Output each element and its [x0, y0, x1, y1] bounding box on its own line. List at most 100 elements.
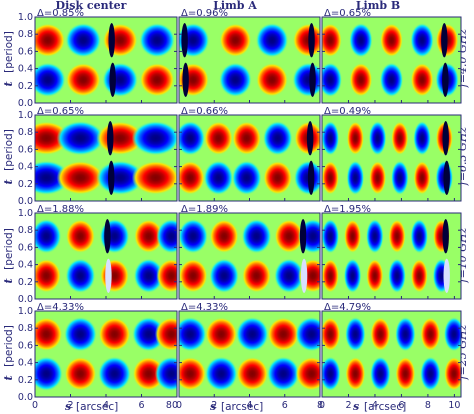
- y-axis-unit: [period]: [3, 31, 15, 73]
- y-tick-label: 0.0: [18, 392, 33, 403]
- x-tick-label: 2: [211, 400, 217, 411]
- heatmap-blob: [410, 219, 429, 254]
- delta-label: Δ=0.65%: [324, 8, 371, 19]
- heatmap-blob: [366, 219, 384, 254]
- y-tick-label: 0.0: [18, 196, 33, 207]
- heatmap-blob: [410, 258, 429, 293]
- x-axis-unit: [arcsec]: [221, 401, 263, 413]
- heatmap-blob: [343, 219, 362, 254]
- y-tick-label: 0.2: [18, 179, 33, 190]
- heatmap-blob: [35, 258, 62, 293]
- heatmap-blob: [205, 356, 238, 391]
- heatmap-streak: [441, 23, 448, 58]
- panel-limb-b-row-3: Δ=1.95%: [321, 204, 462, 300]
- panel-frame: [321, 310, 462, 398]
- x-tick-label: 6: [282, 400, 288, 411]
- delta-label: Δ=0.66%: [181, 106, 228, 117]
- heatmap-blob: [379, 23, 404, 58]
- x-tick-label: 6: [138, 400, 144, 411]
- heatmap-blob: [132, 317, 166, 352]
- y-tick-label: 1.0: [18, 208, 33, 219]
- x-axis-label-col-1: s [arcsec]: [65, 400, 118, 413]
- x-axis-unit: [arcsec]: [364, 401, 406, 413]
- heatmap-streak: [307, 160, 315, 195]
- heatmap-streak: [108, 23, 115, 58]
- panel-limb-a-row-3: Δ=1.89%: [178, 204, 321, 300]
- heatmap-blob: [35, 23, 66, 58]
- heatmap-blob: [410, 62, 434, 97]
- heatmap-blob: [255, 62, 289, 97]
- delta-label: Δ=0.85%: [37, 8, 84, 19]
- y-tick-label: 0.6: [18, 242, 33, 253]
- x-tick-label: 4: [103, 400, 109, 411]
- y-axis-symbol: t: [2, 179, 15, 184]
- heatmap-blob: [322, 258, 340, 293]
- panel-frame: [321, 212, 462, 300]
- heatmap-blob: [35, 219, 62, 254]
- heatmap-blob: [255, 23, 289, 58]
- heatmap-blob: [209, 219, 239, 254]
- x-axis-symbol: s: [353, 400, 359, 413]
- panel-disk-center-row-4: Δ=4.33% 0.0 0.2 0.4 0.6 0.8 1.0 0 2 4 6 80: [18, 302, 178, 411]
- panel-disk-center-row-1: Δ=0.85% 0.0 0.2 0.4 0.6 0.8 1.0: [18, 8, 178, 109]
- heatmap-blob: [102, 23, 139, 58]
- heatmap-blob: [274, 258, 304, 293]
- heatmap-blob: [179, 160, 206, 195]
- x-tick-label: 6: [398, 400, 404, 411]
- heatmap-blob: [370, 356, 391, 391]
- heatmap-blob: [413, 121, 431, 156]
- heatmap-blob: [346, 160, 365, 195]
- heatmap-blob: [231, 160, 262, 195]
- panel-disk-center-row-3: Δ=1.88% 0.0 0.2 0.4 0.6 0.8 1.0: [18, 204, 178, 305]
- x-tick-label: 10: [448, 400, 460, 411]
- heatmap-blob: [35, 62, 66, 97]
- x-tick-label: 80: [166, 400, 178, 411]
- delta-label: Δ=1.95%: [324, 204, 371, 215]
- y-tick-label: 0.2: [18, 375, 33, 386]
- heatmap-blob: [370, 317, 391, 352]
- y-axis-unit: [period]: [3, 129, 15, 171]
- heatmap-streak: [104, 219, 111, 254]
- y-axis-label-row-3: t [period]: [2, 228, 15, 283]
- x-tick-label: 4: [246, 400, 252, 411]
- panel-limb-a-row-4: Δ=4.33% 0 2 4 6 8: [176, 302, 323, 411]
- y-tick-label: 0.8: [18, 127, 33, 138]
- heatmap-streak: [306, 121, 314, 156]
- heatmap-blob: [420, 317, 441, 352]
- y-tick-label: 0.4: [18, 358, 33, 369]
- heatmap-blob: [274, 219, 304, 254]
- y-tick-label: 0.2: [18, 81, 33, 92]
- y-tick-label: 0.6: [18, 340, 33, 351]
- heatmap-blob: [267, 317, 300, 352]
- x-axis-symbol: s: [65, 400, 71, 413]
- heatmap-blob: [139, 23, 176, 58]
- delta-label: Δ=0.49%: [324, 106, 371, 117]
- x-tick-label: 2: [345, 400, 351, 411]
- heatmap-streak: [442, 121, 449, 156]
- heatmap-blob: [179, 356, 207, 391]
- delta-label: Δ=0.65%: [37, 106, 84, 117]
- heatmap-blob: [203, 121, 234, 156]
- panel-frame: [321, 16, 462, 104]
- panel-limb-b-row-2: Δ=0.49%: [321, 106, 462, 202]
- heatmap-blob: [231, 121, 262, 156]
- heatmap-blob: [98, 356, 131, 391]
- heatmap-blob: [156, 258, 177, 293]
- heatmap-blob: [262, 160, 293, 195]
- heatmap-streak: [182, 62, 189, 97]
- heatmap-blob: [156, 219, 177, 254]
- heatmap-blob: [131, 121, 177, 156]
- panel-grid: Δ=0.85%0.00.20.40.60.81.0 Δ=0.96% Δ=0.65%Δ…: [18, 8, 462, 411]
- heatmap-blob: [132, 356, 166, 391]
- heatmap-blob: [133, 219, 164, 254]
- heatmap-blob: [96, 160, 145, 195]
- heatmap-blob: [395, 356, 416, 391]
- y-axis-label-row-2: t [period]: [2, 129, 15, 184]
- heatmap-blob: [179, 121, 206, 156]
- heatmap-blob: [65, 258, 96, 293]
- heatmap-blob: [219, 62, 252, 97]
- y-axis-label-row-1: t [period]: [2, 31, 15, 86]
- heatmap-blob: [65, 62, 102, 97]
